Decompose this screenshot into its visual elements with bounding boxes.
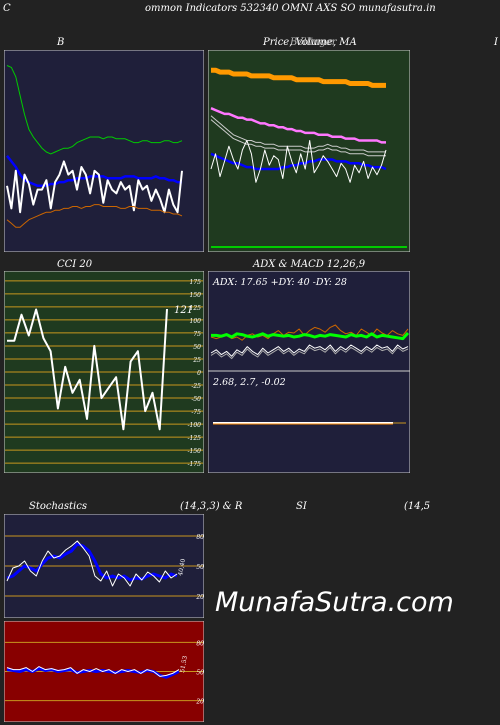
bollinger-series-line bbox=[6, 155, 182, 188]
price-ma-series-line bbox=[210, 140, 387, 183]
right-edge-letter: I bbox=[494, 37, 498, 48]
price-ma-series-line bbox=[210, 115, 386, 153]
stochastics-value-label: 40,40 bbox=[177, 558, 187, 576]
adx-readout: ADX: 17.65 +DY: 40 -DY: 28 bbox=[212, 277, 347, 288]
price-ma-series-line bbox=[211, 67, 386, 88]
adx-series-line bbox=[210, 346, 409, 360]
cci-tick-label: 50 bbox=[193, 344, 201, 351]
bollinger-panel-bg bbox=[4, 50, 204, 252]
stochastics-chart: 80 50 20 40,40 bbox=[4, 514, 204, 618]
rsi-value-label: 51.53 bbox=[179, 655, 189, 673]
bollinger-series-line bbox=[6, 65, 183, 155]
cci-tick-label: -50 bbox=[191, 396, 201, 403]
header-letter: C bbox=[3, 3, 11, 14]
cci-chart: 175 150 125 100 75 50 25 0 -25 -50 -75 -100 -125 -150… bbox=[4, 271, 204, 473]
bollinger-title: B bbox=[57, 37, 65, 48]
cci-tick-label: 125 bbox=[190, 305, 202, 312]
cci-tick-label: 150 bbox=[190, 292, 202, 299]
stochastics-params: (14,3,3) & R bbox=[180, 501, 243, 512]
adx-macd-title: ADX & MACD 12,26,9 bbox=[253, 259, 366, 270]
cci-last-value: 121 bbox=[174, 305, 193, 316]
adx-series-line bbox=[211, 331, 410, 341]
cci-series-line bbox=[7, 308, 168, 431]
rsi-tick-label: 80 bbox=[196, 640, 204, 647]
bollinger-series-line bbox=[6, 160, 183, 214]
cci-tick-label: 75 bbox=[193, 331, 201, 338]
rsi-series-line bbox=[6, 666, 180, 677]
cci-tick-label: -175 bbox=[188, 461, 202, 468]
rsi-tick-label: 50 bbox=[196, 670, 204, 677]
price-ma-chart bbox=[208, 50, 410, 252]
adx-series-line bbox=[210, 344, 409, 357]
cci-tick-label: -25 bbox=[191, 383, 201, 390]
cci-tick-label: -75 bbox=[191, 409, 201, 416]
cci-tick-label: -125 bbox=[188, 435, 202, 442]
adx-macd-chart: ADX: 17.65 +DY: 40 -DY: 28 2.68, 2.7, -0… bbox=[208, 271, 410, 473]
cci-tick-label: 100 bbox=[190, 318, 202, 325]
rsi-params: (14,5 bbox=[404, 501, 431, 512]
rsi-chart: 80 50 20 51.53 bbox=[4, 621, 204, 722]
cci-tick-label: 0 bbox=[197, 370, 201, 377]
watermark: MunafaSutra.com bbox=[215, 587, 454, 618]
stochastics-tick-label: 80 bbox=[196, 534, 204, 541]
cci-tick-label: -100 bbox=[188, 422, 202, 429]
rsi-tick-label: 20 bbox=[195, 699, 204, 706]
cci-tick-label: -150 bbox=[188, 448, 202, 455]
stochastics-series-line bbox=[6, 540, 178, 587]
price-ma-series-line bbox=[210, 107, 386, 144]
stochastics-series-line bbox=[6, 542, 178, 582]
bollinger-series-line bbox=[6, 204, 183, 228]
rsi-title: SI bbox=[296, 501, 307, 512]
stochastics-title: Stochastics bbox=[29, 501, 87, 512]
bollinger-chart bbox=[4, 50, 204, 252]
price-ma-title: Price, Volume, MA bbox=[263, 37, 357, 48]
adx-macd-panel-bg bbox=[208, 271, 410, 473]
price-ma-series-line bbox=[210, 119, 386, 157]
cci-tick-label: 175 bbox=[190, 279, 202, 286]
page-title: ommon Indicators 532340 OMNI AXS SO muna… bbox=[145, 3, 436, 14]
cci-title: CCI 20 bbox=[57, 259, 93, 270]
stochastics-tick-label: 50 bbox=[196, 564, 204, 571]
bollinger-overlay-title: Bollinger bbox=[290, 37, 337, 48]
macd-readout: 2.68, 2.7, -0.02 bbox=[212, 377, 286, 388]
adx-series-line bbox=[210, 324, 409, 341]
cci-tick-label: 25 bbox=[192, 357, 201, 364]
stochastics-tick-label: 20 bbox=[195, 594, 204, 601]
